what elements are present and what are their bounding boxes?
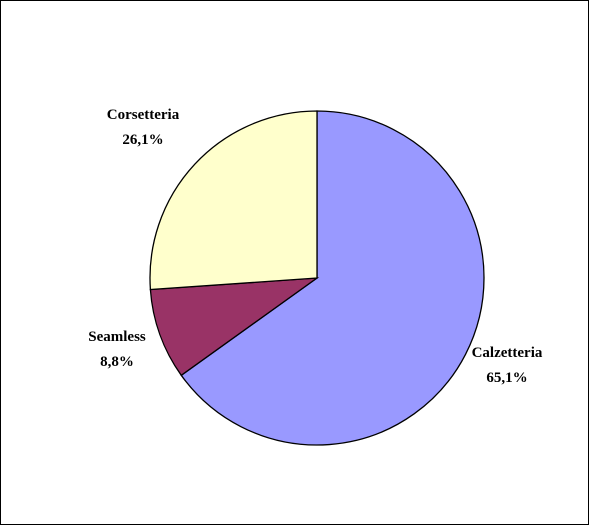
slice-label-corsetteria: Corsetteria 26,1% — [107, 107, 180, 148]
slice-label-calzetteria: Calzetteria 65,1% — [472, 345, 543, 386]
pie-slice-calzetteria — [180, 110, 485, 446]
pie-slice-corsetteria — [149, 110, 318, 291]
slice-label-seamless: Seamless 8,8% — [88, 329, 146, 370]
pie-slices — [149, 110, 485, 446]
slice-labels: Calzetteria 65,1% Seamless 8,8% Corsetteria 2… — [88, 107, 543, 386]
pie-slice-seamless — [149, 277, 320, 377]
